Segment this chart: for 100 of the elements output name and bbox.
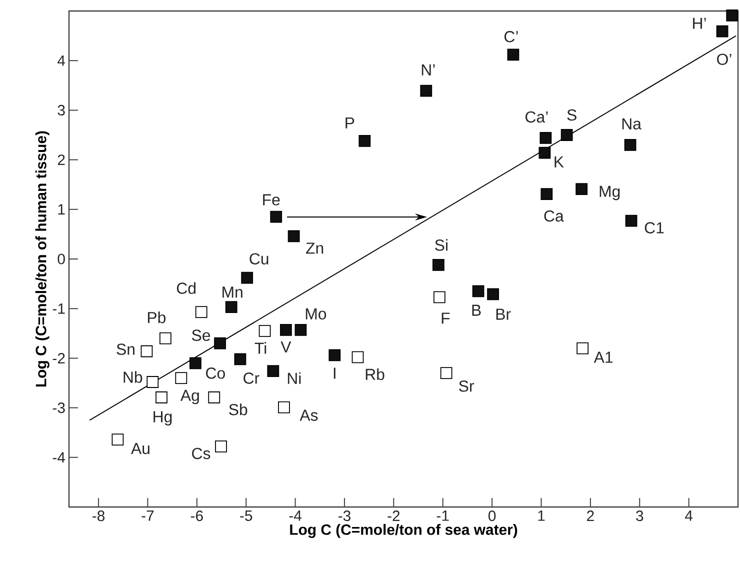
- point: [278, 401, 290, 414]
- annotation: Sr: [459, 380, 474, 392]
- annotation: H’: [693, 18, 706, 29]
- x-tick-label: -8: [92, 510, 105, 522]
- point: [487, 288, 499, 300]
- annotation: Nb: [124, 371, 142, 383]
- annotation: K: [554, 156, 564, 168]
- annotation: Ca: [544, 210, 564, 222]
- annotation: Cu: [250, 253, 268, 264]
- x-tick-label: -6: [190, 510, 203, 522]
- y-tick-label: 4: [58, 55, 66, 66]
- point: [195, 306, 208, 318]
- x-tick-label: 1: [538, 510, 545, 521]
- x-tick-label: 0: [488, 510, 496, 522]
- annotation: Sb: [229, 404, 248, 416]
- annotation: Fe: [263, 194, 280, 206]
- point: [175, 372, 188, 384]
- point: [267, 365, 280, 378]
- annotation: C’: [504, 31, 518, 42]
- annotation: Br: [496, 308, 511, 320]
- point: [726, 10, 738, 22]
- x-tick-label: -5: [240, 510, 252, 521]
- point: [140, 345, 153, 358]
- annotation: Hg: [154, 411, 172, 426]
- annotation: C1: [644, 222, 664, 234]
- x-tick-label: 2: [587, 510, 594, 521]
- annotation: Ti: [254, 342, 266, 354]
- annotation: O’: [717, 54, 732, 65]
- annotation: Ni: [288, 372, 301, 384]
- annotation: Pb: [148, 312, 166, 324]
- y-tick-label: 3: [58, 104, 65, 116]
- x-tick-label: 4: [685, 510, 693, 521]
- point: [352, 351, 364, 364]
- point: [540, 132, 552, 144]
- annotation: Mg: [600, 186, 620, 200]
- point: [420, 84, 432, 97]
- point: [280, 324, 292, 336]
- annotation: Cs: [192, 448, 210, 460]
- point: [625, 214, 638, 227]
- point: [328, 349, 341, 362]
- annotation: F: [442, 312, 450, 324]
- annotation: Au: [130, 442, 150, 454]
- annotation: Na: [622, 118, 642, 130]
- annotation: Rb: [366, 368, 384, 380]
- point: [156, 391, 168, 404]
- point: [432, 258, 444, 271]
- annotation: P: [346, 117, 354, 128]
- point: [215, 440, 227, 452]
- point: [540, 188, 553, 200]
- annotation: Se: [192, 330, 210, 341]
- annotation: S: [567, 109, 576, 121]
- y-tick-label: 0: [58, 254, 65, 264]
- y-tick-label: -3: [52, 402, 65, 414]
- point: [241, 272, 254, 284]
- point: [258, 324, 271, 337]
- x-tick-label: -4: [289, 510, 302, 521]
- point: [576, 183, 588, 196]
- annotation: Cd: [176, 282, 196, 294]
- annotation: Mo: [306, 308, 326, 320]
- y-tick-label: 2: [58, 154, 65, 166]
- annotation: B: [472, 304, 481, 316]
- x-tick-label: 3: [636, 510, 644, 522]
- point: [270, 210, 282, 223]
- annotation: As: [300, 410, 318, 421]
- annotation: V: [280, 341, 292, 352]
- point: [538, 146, 551, 159]
- y-tick-label: -4: [52, 452, 66, 463]
- annotation: I: [334, 368, 336, 379]
- point: [560, 129, 573, 141]
- x-tick-label: -3: [338, 510, 350, 522]
- annotation: Mn: [222, 286, 242, 298]
- point: [208, 391, 220, 404]
- y-tick-label: 1: [58, 204, 65, 215]
- point: [433, 291, 446, 304]
- point: [234, 353, 246, 366]
- annotation: N’: [422, 64, 435, 76]
- point: [716, 25, 728, 38]
- point: [576, 342, 589, 354]
- point: [189, 357, 202, 370]
- annotation: Ag: [180, 390, 199, 404]
- annotation: A1: [594, 352, 613, 363]
- annotation: Cr: [244, 372, 260, 384]
- x-tick-label: -2: [388, 510, 400, 521]
- point: [288, 230, 300, 242]
- point: [112, 434, 124, 446]
- annotation: Si: [435, 239, 448, 251]
- point: [146, 376, 159, 388]
- annotation: Co: [206, 368, 225, 379]
- y-tick-label: -2: [52, 352, 65, 364]
- annotation: Zn: [306, 242, 324, 254]
- x-axis-title: Log C (C=mole/ton of sea water): [290, 524, 518, 538]
- x-tick-label: -7: [142, 510, 154, 521]
- point: [507, 48, 520, 61]
- x-tick-label: -1: [436, 510, 449, 521]
- y-tick-label: -1: [52, 303, 65, 314]
- point: [358, 134, 371, 147]
- point: [472, 285, 484, 298]
- point: [214, 337, 226, 350]
- point: [225, 301, 238, 314]
- y-axis-title: Log C (C=mole/ton of human tissue): [35, 131, 50, 386]
